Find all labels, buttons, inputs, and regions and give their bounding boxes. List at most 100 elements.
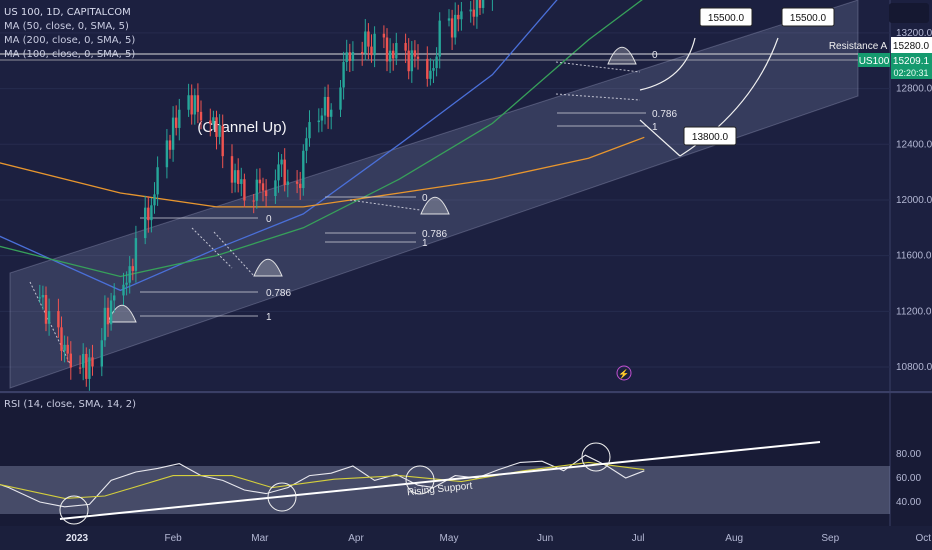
fib-level-label: 1	[652, 122, 658, 133]
candle-body	[218, 125, 221, 137]
time-tick-label: May	[440, 533, 459, 544]
candle-body	[429, 70, 432, 79]
fib-level-label: 0	[266, 214, 272, 225]
candle-body	[370, 46, 373, 56]
candle-body	[385, 37, 389, 62]
target-price-label: 15500.0	[708, 13, 745, 24]
rising-support-line	[59, 441, 821, 520]
candle-body	[478, 0, 482, 8]
candle-body	[407, 50, 410, 72]
indicator-ma50[interactable]: MA (50, close, 0, SMA, 5)	[4, 21, 129, 32]
candle-body	[125, 282, 128, 285]
pattern-dotted-line	[213, 231, 255, 277]
candle-body	[134, 238, 138, 271]
candle-body	[44, 295, 48, 324]
candle-body	[382, 33, 386, 38]
price-tick-label: 12800.0	[896, 84, 932, 95]
candle-body	[323, 96, 327, 116]
rsi-touch-circle	[405, 465, 435, 495]
legend: US 100, 1D, CAPITALCOM MA (50, close, 0,…	[4, 6, 135, 62]
fib-level-label: 0	[652, 50, 658, 61]
candle-body	[326, 96, 330, 117]
current-price-value: 15209.1	[893, 56, 930, 67]
candle-body	[481, 0, 485, 8]
resistance-price-value: 15280.0	[893, 41, 930, 52]
candle-body	[255, 179, 258, 201]
candle-body	[450, 18, 454, 38]
candle-body	[153, 194, 156, 206]
candle-body	[100, 340, 103, 367]
symbol-tag-label: US100	[859, 56, 890, 67]
candle-body	[261, 183, 265, 191]
time-tick-label: Feb	[164, 533, 182, 544]
price-tick-label: 10800.0	[896, 362, 932, 373]
time-tick-label: Sep	[821, 533, 839, 544]
candle-body	[199, 111, 203, 121]
candle-body	[395, 43, 398, 59]
candle-body	[351, 52, 355, 61]
rsi-tick-label: 80.00	[896, 449, 921, 460]
candle-body	[295, 181, 299, 184]
candle-body	[240, 179, 243, 184]
candle-body	[38, 297, 41, 299]
candle-body	[109, 300, 113, 325]
candle-body	[392, 50, 395, 59]
rsi-pane-bg	[0, 394, 932, 526]
candle-body	[131, 266, 134, 271]
candle-body	[150, 205, 153, 221]
candle-body	[178, 109, 181, 128]
candle-body	[457, 14, 460, 20]
time-tick-label: Oct	[916, 533, 932, 544]
fib-level-label: 0	[422, 193, 428, 204]
candle-body	[413, 50, 417, 57]
time-tick-label: 2023	[66, 533, 89, 544]
price-tick-label: 11600.0	[896, 251, 932, 262]
price-tick-label: 13200.0	[896, 28, 932, 39]
chart-title[interactable]: US 100, 1D, CAPITALCOM	[4, 7, 131, 18]
target-price-box	[699, 7, 753, 27]
candle-body	[128, 266, 131, 283]
candle-body	[460, 11, 463, 20]
candle-body	[193, 95, 196, 115]
target-price-label: 13800.0	[692, 132, 729, 143]
candle-body	[258, 179, 262, 184]
resistance-price-tag	[891, 37, 932, 53]
fib-level-label: 0.786	[266, 288, 291, 299]
candle-body	[404, 43, 407, 51]
rsi-line	[0, 454, 645, 508]
candle-body	[454, 14, 457, 38]
indicator-ma100[interactable]: MA (100, close, 0, SMA, 5)	[4, 49, 136, 60]
rsi-pane: Rising Support	[0, 441, 890, 525]
rsi-touch-circle	[267, 482, 297, 512]
time-tick-label: Mar	[251, 533, 269, 544]
lightning-icon-glyph: ⚡	[618, 368, 629, 380]
target-arrow-path	[639, 119, 681, 157]
fib-level-label: 0.786	[652, 109, 677, 120]
axes: 10800.0 11200.0 11600.0 12000.0 12400.0 12800…	[66, 28, 932, 544]
indicator-ma200[interactable]: MA (200, close, 0, SMA, 5)	[4, 35, 136, 46]
candle-body	[233, 170, 237, 183]
target-price-box	[781, 7, 835, 27]
candle-body	[472, 9, 475, 17]
candle-body	[252, 200, 255, 202]
candle-body	[190, 95, 193, 115]
candle-body	[243, 179, 246, 201]
candle-body	[426, 58, 429, 79]
candle-body	[221, 125, 224, 157]
candle-body	[339, 87, 342, 110]
candle-body	[209, 120, 212, 124]
candle-body	[280, 159, 283, 165]
candle-body	[69, 353, 72, 368]
candle-body	[308, 122, 311, 139]
candle-body	[41, 295, 45, 298]
rsi-tick-label: 40.00	[896, 497, 921, 508]
candle-body	[469, 9, 472, 12]
candle-body	[364, 31, 367, 54]
candle-body	[361, 52, 364, 54]
rsi-legend[interactable]: RSI (14, close, SMA, 14, 2)	[4, 399, 137, 410]
price-tick-label: 12400.0	[896, 139, 932, 150]
candle-body	[342, 62, 345, 88]
lightning-icon	[616, 365, 632, 381]
